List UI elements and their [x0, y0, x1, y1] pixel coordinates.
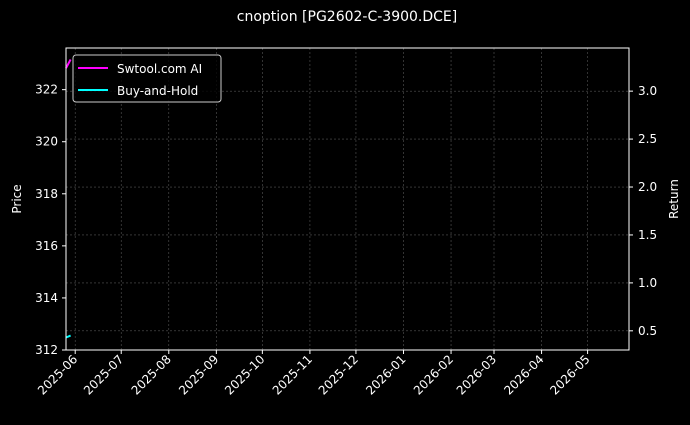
y2-tick-label: 3.0 — [638, 84, 657, 98]
y2-tick-label: 0.5 — [638, 324, 657, 338]
plot-frame — [65, 47, 630, 351]
legend-label-buy-hold: Buy-and-Hold — [117, 84, 198, 98]
x-tick-label: 2026-03 — [454, 352, 499, 397]
series-line-0 — [65, 59, 72, 69]
y2-tick-label: 2.0 — [638, 180, 657, 194]
y2-tick-label: 2.5 — [638, 132, 657, 146]
y-tick-label: 316 — [35, 239, 58, 253]
x-tick-label: 2025-10 — [222, 352, 267, 397]
x-tick-label: 2025-07 — [81, 352, 126, 397]
x-tick-label: 2026-01 — [363, 352, 408, 397]
x-tick-label: 2026-02 — [411, 352, 456, 397]
legend-box — [72, 54, 222, 103]
y-tick-label: 312 — [35, 343, 58, 357]
y2-tick-label: 1.0 — [638, 276, 657, 290]
y2-axis-label: Return — [667, 179, 681, 219]
series-line-1 — [65, 334, 71, 339]
x-tick-label: 2025-09 — [176, 352, 221, 397]
x-tick-label: 2025-11 — [270, 352, 315, 397]
series-lines — [65, 59, 72, 339]
x-tick-label: 2026-05 — [547, 352, 592, 397]
y-tick-label: 318 — [35, 187, 58, 201]
y-tick-label: 322 — [35, 83, 58, 97]
y-tick-label: 320 — [35, 135, 58, 149]
y-axis-label: Price — [10, 184, 24, 213]
x-tick-label: 2025-08 — [129, 352, 174, 397]
x-tick-label: 2026-04 — [501, 352, 546, 397]
legend-label-swtool: Swtool.com AI — [117, 62, 202, 76]
x-tick-label: 2025-06 — [35, 352, 80, 397]
x-tick-label: 2025-12 — [316, 352, 361, 397]
y2-tick-label: 1.5 — [638, 228, 657, 242]
y-tick-label: 314 — [35, 291, 58, 305]
legend: Swtool.com AI Buy-and-Hold — [72, 54, 222, 103]
chart-title: cnoption [PG2602-C-3900.DCE] — [237, 9, 458, 25]
